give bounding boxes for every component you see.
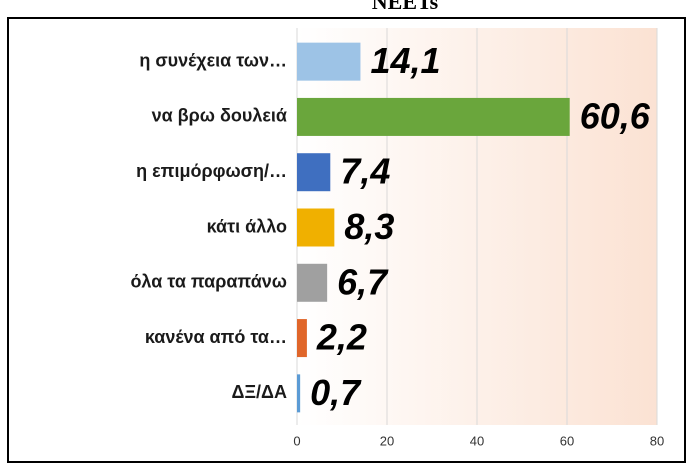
y-tick-label: ΔΞ/ΔΑ xyxy=(232,382,287,402)
y-tick-label: κανένα από τα… xyxy=(145,327,287,347)
bar xyxy=(297,97,570,136)
chart-title: NEETs xyxy=(372,0,439,14)
x-tick-label: 60 xyxy=(560,433,574,448)
value-label: 7,4 xyxy=(340,151,390,192)
bar xyxy=(297,153,331,192)
x-tick-label: 80 xyxy=(650,433,664,448)
y-tick-label: η επιμόρφωση/… xyxy=(136,161,287,181)
value-label: 8,3 xyxy=(344,206,394,247)
value-label: 0,7 xyxy=(310,372,362,413)
value-label: 2,2 xyxy=(316,317,367,358)
value-label: 60,6 xyxy=(580,95,651,136)
bar xyxy=(297,319,307,358)
y-tick-label: όλα τα παραπάνω xyxy=(130,272,287,292)
bar xyxy=(297,42,361,81)
bar xyxy=(297,263,328,302)
bar xyxy=(297,208,335,247)
y-tick-label: να βρω δουλειά xyxy=(152,106,287,126)
bar xyxy=(297,374,301,413)
value-label: 14,1 xyxy=(370,40,440,81)
y-tick-label: κάτι άλλο xyxy=(207,216,287,236)
y-tick-label: η συνέχεια των… xyxy=(139,50,287,70)
x-tick-label: 20 xyxy=(380,433,394,448)
value-label: 6,7 xyxy=(337,261,389,302)
x-tick-label: 40 xyxy=(470,433,484,448)
x-tick-label: 0 xyxy=(293,433,300,448)
